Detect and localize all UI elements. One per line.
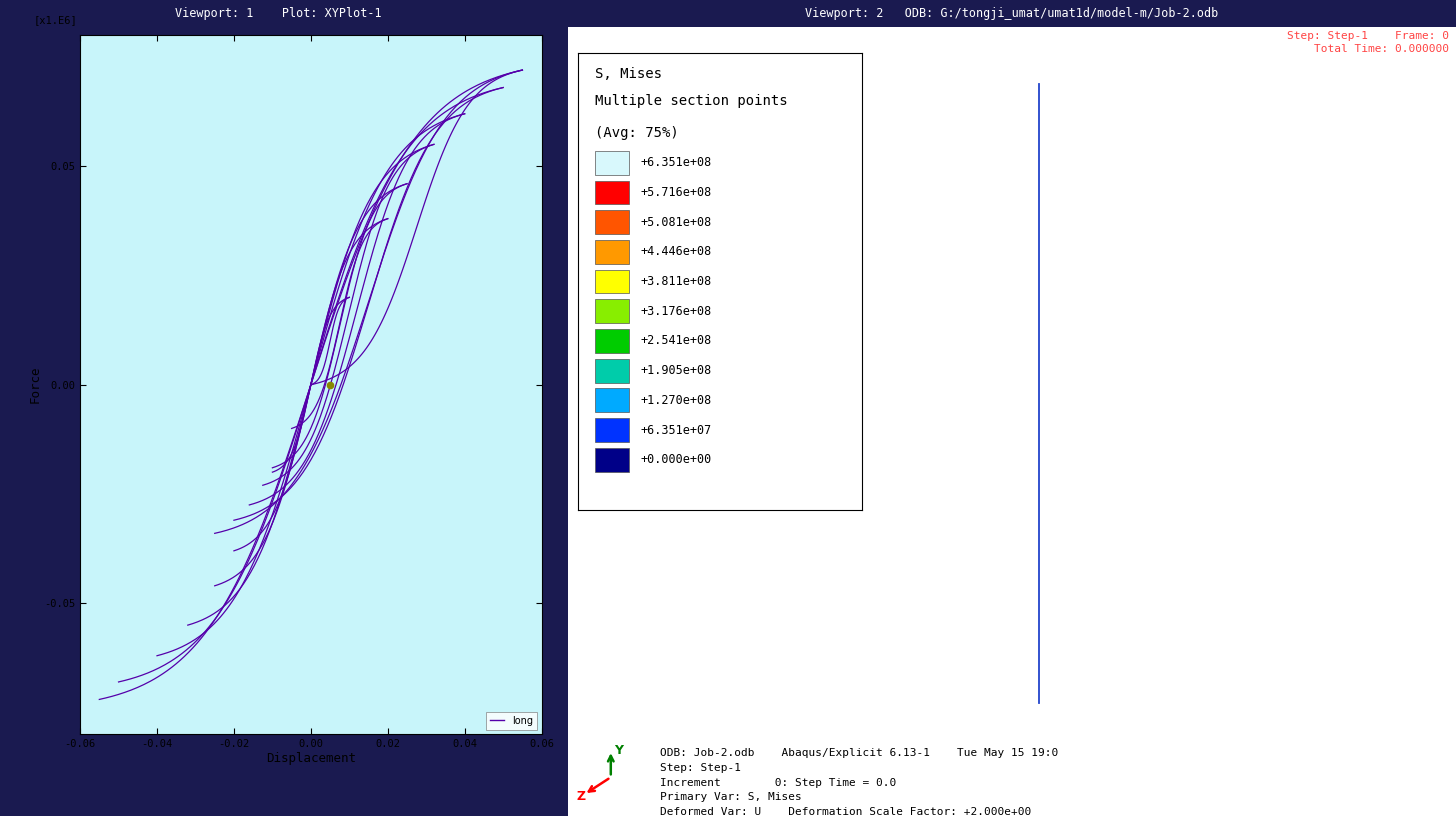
Text: +1.905e+08: +1.905e+08: [641, 364, 712, 377]
Text: Viewport: 1    Plot: XYPlot-1: Viewport: 1 Plot: XYPlot-1: [175, 7, 381, 20]
Text: Step: Step-1    Frame: 0
Total Time: 0.000000: Step: Step-1 Frame: 0 Total Time: 0.0000…: [1287, 31, 1449, 54]
Text: +6.351e+07: +6.351e+07: [641, 424, 712, 437]
Text: Y: Y: [614, 743, 623, 756]
Text: +0.000e+00: +0.000e+00: [641, 453, 712, 466]
FancyBboxPatch shape: [596, 180, 629, 204]
Text: +5.716e+08: +5.716e+08: [641, 186, 712, 199]
X-axis label: Displacement: Displacement: [266, 752, 355, 765]
Text: ODB: Job-2.odb    Abaqus/Explicit 6.13-1    Tue May 15 19:0: ODB: Job-2.odb Abaqus/Explicit 6.13-1 Tu…: [660, 748, 1059, 758]
Text: +6.351e+08: +6.351e+08: [641, 156, 712, 169]
Text: +3.811e+08: +3.811e+08: [641, 275, 712, 288]
FancyBboxPatch shape: [596, 329, 629, 353]
Text: Deformed Var: U    Deformation Scale Factor: +2.000e+00: Deformed Var: U Deformation Scale Factor…: [660, 807, 1031, 816]
Y-axis label: Force: Force: [28, 366, 41, 403]
Text: Step: Step-1: Step: Step-1: [660, 763, 741, 773]
FancyBboxPatch shape: [596, 151, 629, 175]
Legend: long: long: [486, 712, 537, 730]
Text: +5.081e+08: +5.081e+08: [641, 215, 712, 228]
Text: Multiple section points: Multiple section points: [596, 94, 788, 109]
Text: Viewport: 2   ODB: G:/tongji_umat/umat1d/model-m/Job-2.odb: Viewport: 2 ODB: G:/tongji_umat/umat1d/m…: [805, 7, 1219, 20]
Text: Increment        0: Step Time = 0.0: Increment 0: Step Time = 0.0: [660, 778, 895, 787]
Text: +4.446e+08: +4.446e+08: [641, 246, 712, 259]
FancyBboxPatch shape: [596, 388, 629, 412]
FancyBboxPatch shape: [596, 299, 629, 323]
FancyBboxPatch shape: [596, 448, 629, 472]
Text: [x1.E6]: [x1.E6]: [33, 15, 77, 24]
Text: (Avg: 75%): (Avg: 75%): [596, 126, 678, 140]
FancyBboxPatch shape: [596, 359, 629, 383]
Text: Primary Var: S, Mises: Primary Var: S, Mises: [660, 792, 801, 802]
Text: Z: Z: [577, 790, 585, 803]
Text: +2.541e+08: +2.541e+08: [641, 335, 712, 348]
FancyBboxPatch shape: [596, 211, 629, 234]
Text: +1.270e+08: +1.270e+08: [641, 394, 712, 407]
FancyBboxPatch shape: [596, 269, 629, 294]
FancyBboxPatch shape: [596, 240, 629, 264]
Text: S, Mises: S, Mises: [596, 67, 662, 81]
Text: +3.176e+08: +3.176e+08: [641, 304, 712, 317]
FancyBboxPatch shape: [596, 418, 629, 442]
